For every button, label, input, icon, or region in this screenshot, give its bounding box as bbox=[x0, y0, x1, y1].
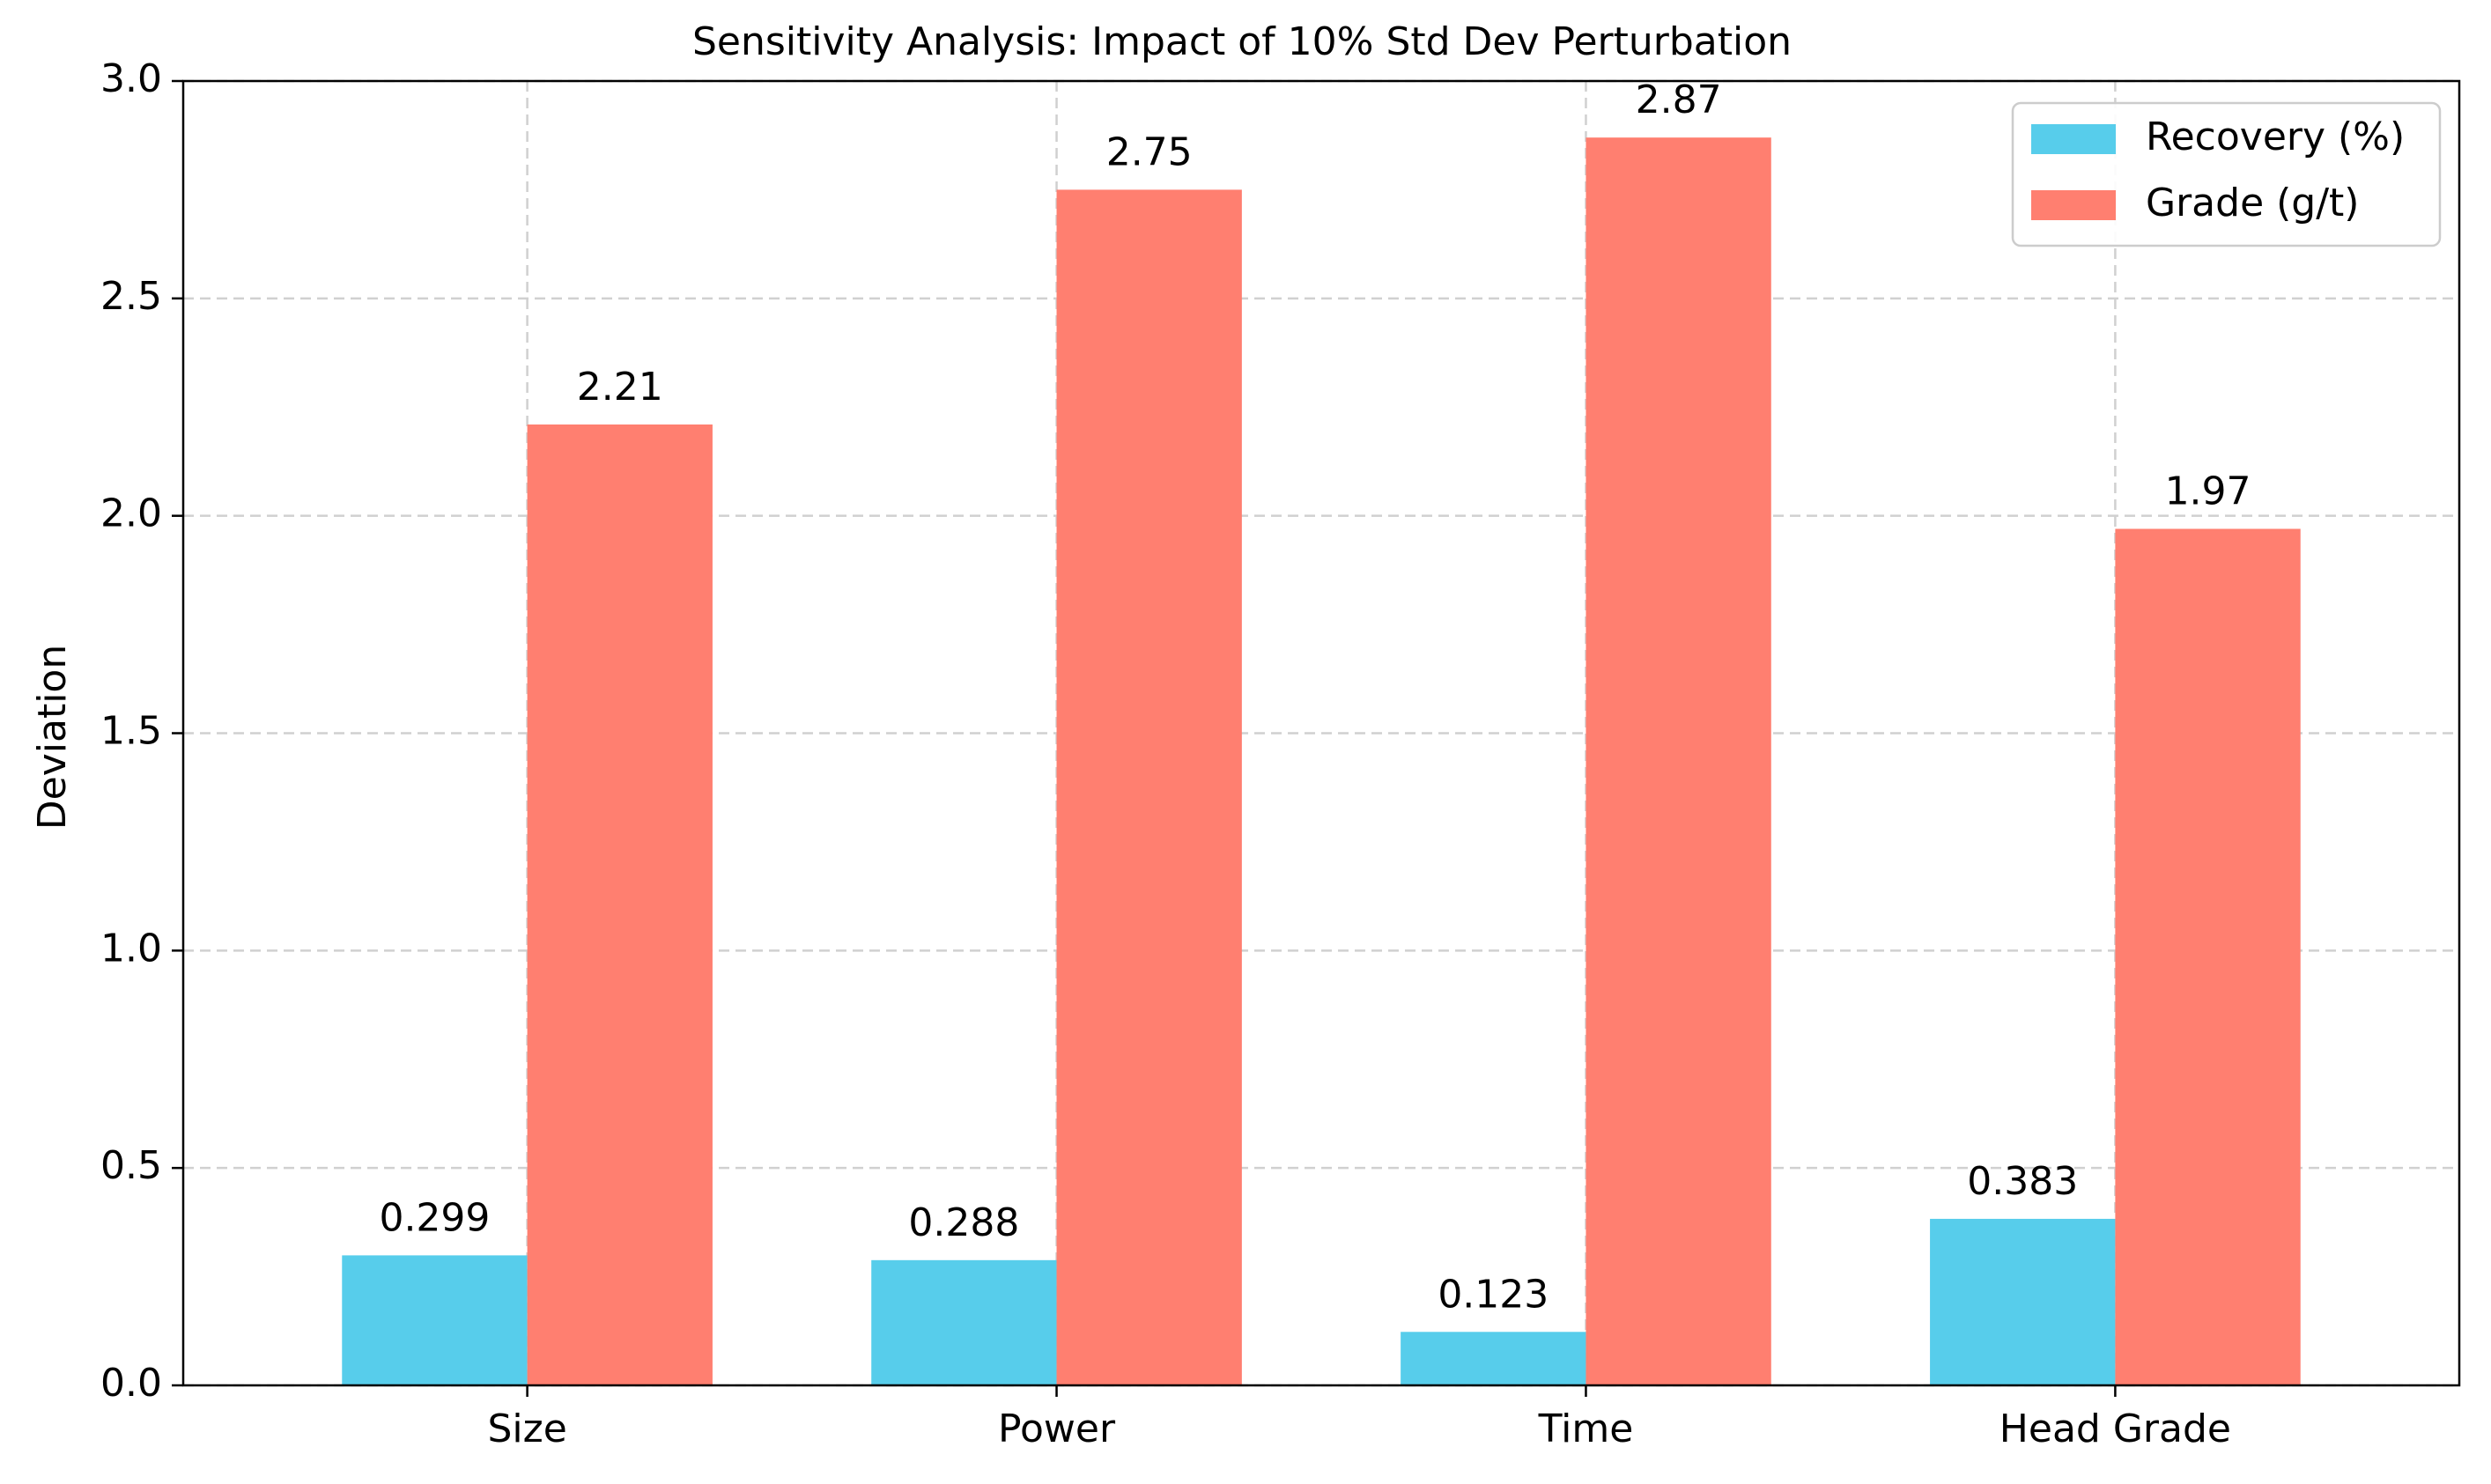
y-tick-label: 3.0 bbox=[100, 56, 162, 101]
axes-frame bbox=[181, 79, 2461, 1387]
data-label-recovery: 0.299 bbox=[379, 1195, 490, 1240]
data-label-recovery: 0.288 bbox=[908, 1200, 1019, 1245]
y-tick-label: 0.0 bbox=[100, 1361, 162, 1406]
data-label-grade: 2.87 bbox=[1636, 78, 1722, 122]
data-label-grade: 1.97 bbox=[2165, 469, 2251, 513]
data-label-recovery: 0.383 bbox=[1967, 1159, 2078, 1204]
bar-grade bbox=[527, 424, 713, 1385]
data-label-grade: 2.75 bbox=[1106, 129, 1193, 174]
y-tick-label: 1.0 bbox=[100, 926, 162, 971]
bar-recovery bbox=[871, 1259, 1057, 1385]
bar-recovery bbox=[1930, 1218, 2116, 1385]
bar-grade bbox=[1056, 189, 1242, 1386]
bar-grade bbox=[2115, 528, 2301, 1385]
x-tick-label: Head Grade bbox=[1999, 1406, 2231, 1451]
legend-frame bbox=[2011, 101, 2442, 247]
bar-grade bbox=[1586, 137, 1771, 1386]
x-tick-label: Power bbox=[998, 1406, 1116, 1451]
x-tick-label: Size bbox=[487, 1406, 566, 1451]
label-layer: 0.299 0.288 0.123 0.383 2.21 2.75 2.87 1.97 bbox=[379, 78, 2251, 1317]
bar-layer bbox=[342, 137, 2301, 1386]
y-tick-label: 2.5 bbox=[100, 274, 162, 319]
y-tick-label: 2.0 bbox=[100, 491, 162, 536]
legend-label-recovery: Recovery (%) bbox=[2146, 114, 2405, 159]
legend: Recovery (%) Grade (g/t) bbox=[2011, 101, 2442, 247]
legend-swatch-grade bbox=[2031, 190, 2116, 220]
bar-recovery bbox=[342, 1255, 528, 1385]
axis-layer: 0.0 0.5 1.0 1.5 2.0 2.5 3.0 Size Power Time Head G… bbox=[100, 56, 2461, 1451]
y-axis-label: Deviation bbox=[30, 645, 75, 830]
y-tick-label: 0.5 bbox=[100, 1143, 162, 1188]
x-tick-label: Time bbox=[1538, 1406, 1634, 1451]
y-tick-label: 1.5 bbox=[100, 709, 162, 754]
legend-swatch-recovery bbox=[2031, 124, 2116, 154]
chart-title: Sensitivity Analysis: Impact of 10% Std … bbox=[692, 19, 1792, 64]
data-label-grade: 2.21 bbox=[577, 365, 663, 410]
bar-recovery bbox=[1401, 1332, 1586, 1385]
data-label-recovery: 0.123 bbox=[1438, 1272, 1549, 1317]
legend-label-grade: Grade (g/t) bbox=[2146, 181, 2359, 225]
